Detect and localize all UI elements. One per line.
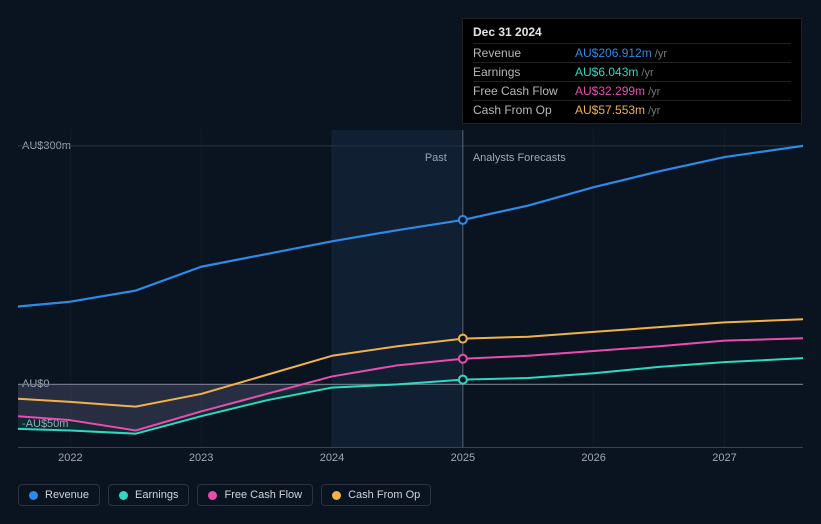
legend-label: Cash From Op xyxy=(348,489,420,501)
tooltip-metric-label: Earnings xyxy=(473,63,575,82)
x-axis: 2022 2023 2024 2025 2026 2027 xyxy=(18,452,803,472)
x-axis-label: 2024 xyxy=(320,452,344,464)
tooltip-date: Dec 31 2024 xyxy=(473,25,791,43)
legend-item-fcf[interactable]: Free Cash Flow xyxy=(197,484,313,506)
tooltip-metric-value: AU$57.553m /yr xyxy=(575,101,791,120)
legend-dot-icon xyxy=(29,491,38,500)
legend-label: Free Cash Flow xyxy=(224,489,302,501)
legend-dot-icon xyxy=(119,491,128,500)
legend: Revenue Earnings Free Cash Flow Cash From O… xyxy=(18,484,431,506)
plot-area[interactable] xyxy=(18,130,803,448)
legend-dot-icon xyxy=(332,491,341,500)
legend-item-revenue[interactable]: Revenue xyxy=(18,484,100,506)
x-axis-label: 2025 xyxy=(451,452,475,464)
x-axis-label: 2022 xyxy=(58,452,82,464)
tooltip-metric-label: Revenue xyxy=(473,44,575,63)
legend-label: Earnings xyxy=(135,489,178,501)
tooltip-row: EarningsAU$6.043m /yr xyxy=(473,63,791,82)
x-axis-label: 2023 xyxy=(189,452,213,464)
legend-item-earnings[interactable]: Earnings xyxy=(108,484,189,506)
tooltip-metric-value: AU$6.043m /yr xyxy=(575,63,791,82)
tooltip-metric-value: AU$32.299m /yr xyxy=(575,82,791,101)
tooltip-row: RevenueAU$206.912m /yr xyxy=(473,44,791,63)
earnings-revenue-chart: AU$300mAU$0-AU$50m Past Analysts Forecas… xyxy=(0,0,821,524)
x-axis-label: 2026 xyxy=(581,452,605,464)
tooltip-row: Cash From OpAU$57.553m /yr xyxy=(473,101,791,120)
tooltip: Dec 31 2024 RevenueAU$206.912m /yrEarnin… xyxy=(462,18,802,124)
legend-dot-icon xyxy=(208,491,217,500)
legend-item-cfo[interactable]: Cash From Op xyxy=(321,484,431,506)
tooltip-metric-label: Cash From Op xyxy=(473,101,575,120)
tooltip-row: Free Cash FlowAU$32.299m /yr xyxy=(473,82,791,101)
legend-label: Revenue xyxy=(45,489,89,501)
x-axis-label: 2027 xyxy=(712,452,736,464)
tooltip-metric-value: AU$206.912m /yr xyxy=(575,44,791,63)
tooltip-metric-label: Free Cash Flow xyxy=(473,82,575,101)
